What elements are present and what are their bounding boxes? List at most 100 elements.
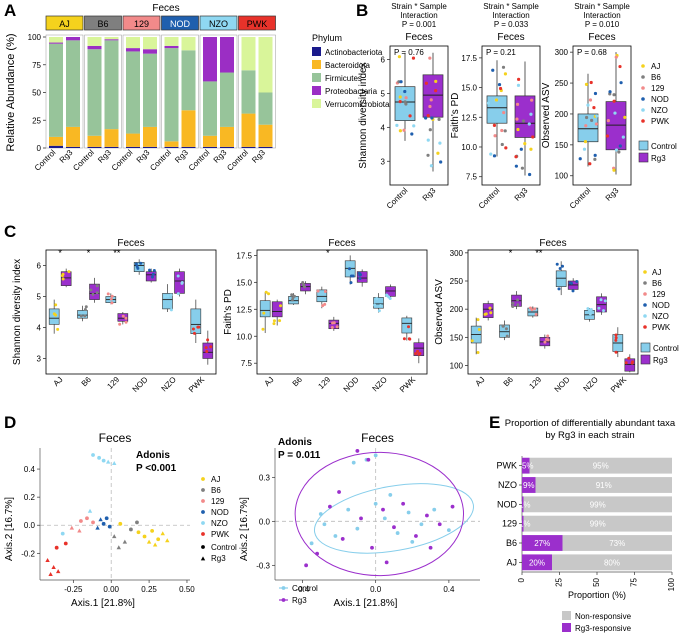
strain-strip-label: NOD xyxy=(170,19,191,29)
point-NZO xyxy=(426,138,430,142)
facet-border xyxy=(45,34,84,149)
point-NZO xyxy=(597,306,601,310)
point-NOD xyxy=(575,279,579,283)
point-NZO xyxy=(486,101,491,105)
point-NZO xyxy=(387,295,391,299)
point-NOD xyxy=(348,267,352,271)
category-label: Control xyxy=(385,186,410,211)
legend-point-129 xyxy=(643,292,647,296)
bar-segment-verrucomicrobiota xyxy=(87,37,102,46)
box-B6-control xyxy=(499,324,510,338)
category-label: Rg3 xyxy=(58,148,75,165)
legend-point-B6 xyxy=(201,488,205,492)
plot-frame xyxy=(389,45,449,186)
bar-segment-verrucomicrobiota xyxy=(258,37,273,93)
legend-label: NZO xyxy=(211,519,228,528)
point-B6 xyxy=(397,80,401,84)
point-B6 xyxy=(593,157,597,161)
bar-non-responsive-AJ xyxy=(552,554,672,571)
legend-shape-rg3 xyxy=(200,556,206,561)
point-NZO xyxy=(412,124,416,128)
legend-swatch xyxy=(312,86,321,95)
data-label-non: 99% xyxy=(590,520,606,529)
bar-rg3-responsive-NZO xyxy=(522,477,536,493)
point-129 xyxy=(106,292,110,296)
bar-segment-bacteroidota xyxy=(181,110,196,147)
point-PWK xyxy=(197,325,201,329)
point-NZO-rg3 xyxy=(105,459,111,464)
xtick-label: 50 xyxy=(592,577,601,586)
ytick-label: 100 xyxy=(555,172,569,181)
ytick-label: 10.0 xyxy=(236,332,252,341)
point-rg3 xyxy=(328,504,332,509)
point-B6 xyxy=(302,283,306,287)
point-NOD xyxy=(439,160,443,164)
ytick-label: 0.3 xyxy=(259,473,271,482)
point-B6 xyxy=(617,150,621,154)
strain-label: 129 xyxy=(527,375,543,391)
panel-a-title: Feces xyxy=(152,3,179,14)
plot-frame xyxy=(45,249,217,375)
ylabel: Faith's PD xyxy=(223,289,234,335)
strain-label: 129 xyxy=(316,375,332,391)
point-NZO xyxy=(180,281,184,285)
bar-segment-actinobacteriota xyxy=(258,146,273,148)
legend-label: Control xyxy=(651,142,677,151)
point-129 xyxy=(543,340,547,344)
ytick-label: -0.3 xyxy=(256,561,270,570)
point-NZO xyxy=(614,148,619,152)
point-PWK xyxy=(614,350,618,354)
point-PWK xyxy=(414,352,418,356)
point-129 xyxy=(335,325,339,329)
legend-label: AJ xyxy=(651,62,660,71)
point-129 xyxy=(606,119,610,123)
legend-label: Bacteroidota xyxy=(325,61,370,70)
bar-segment-bacteroidota xyxy=(49,136,63,146)
plot-header: Strain * Sample xyxy=(391,2,447,11)
legend-label: Actinobacteriota xyxy=(325,48,383,57)
legend-point-AJ xyxy=(643,270,647,274)
point-rg3 xyxy=(450,504,455,509)
point-PWK xyxy=(407,325,411,329)
point-129 xyxy=(428,56,432,60)
point-NZO xyxy=(489,152,493,156)
strain-label: AJ xyxy=(474,375,487,388)
bar-segment-actinobacteriota xyxy=(87,146,102,148)
legend-label: 129 xyxy=(211,497,225,506)
point-NOD xyxy=(561,264,565,268)
ytick-label: 150 xyxy=(555,141,569,150)
point-B6-rg3 xyxy=(122,539,128,544)
strain-strip-PWK xyxy=(238,15,276,31)
point-AJ xyxy=(262,311,266,315)
legend-label: NOD xyxy=(651,95,669,104)
significance-mark: * xyxy=(326,248,330,258)
point-NZO xyxy=(613,111,617,115)
point-control xyxy=(432,507,437,512)
point-NZO xyxy=(169,293,173,297)
legend-label: AJ xyxy=(652,268,661,277)
legend-point-NZO xyxy=(643,314,647,318)
category-label: Rg3 xyxy=(421,186,438,203)
point-rg3 xyxy=(315,551,319,556)
strain-label: B6 xyxy=(291,375,305,389)
point-AJ xyxy=(489,311,493,315)
point-rg3 xyxy=(425,513,429,518)
legend-label: B6 xyxy=(211,486,221,495)
point-PWK xyxy=(426,113,430,118)
bar-segment-actinobacteriota xyxy=(220,146,234,148)
point-NZO xyxy=(163,295,167,299)
point-129 xyxy=(429,98,433,102)
point-PWK xyxy=(398,100,402,104)
point-PWK-rg3 xyxy=(55,569,61,574)
panel-a: A Feces Relative Abundance (%) 0 25 50 75 100 AJ… xyxy=(4,1,390,173)
ytick-label: 300 xyxy=(450,249,464,258)
ytick-label: 0.0 xyxy=(24,521,36,530)
point-B6 xyxy=(612,93,616,97)
ylabel: Axis.2 [16.7%] xyxy=(4,497,15,561)
point-AJ-control xyxy=(150,528,155,533)
point-AJ xyxy=(476,351,480,355)
strain-label: NOD xyxy=(342,375,361,394)
point-NOD xyxy=(399,80,403,84)
legend-swatch xyxy=(562,611,571,620)
point-B6 xyxy=(84,305,88,309)
